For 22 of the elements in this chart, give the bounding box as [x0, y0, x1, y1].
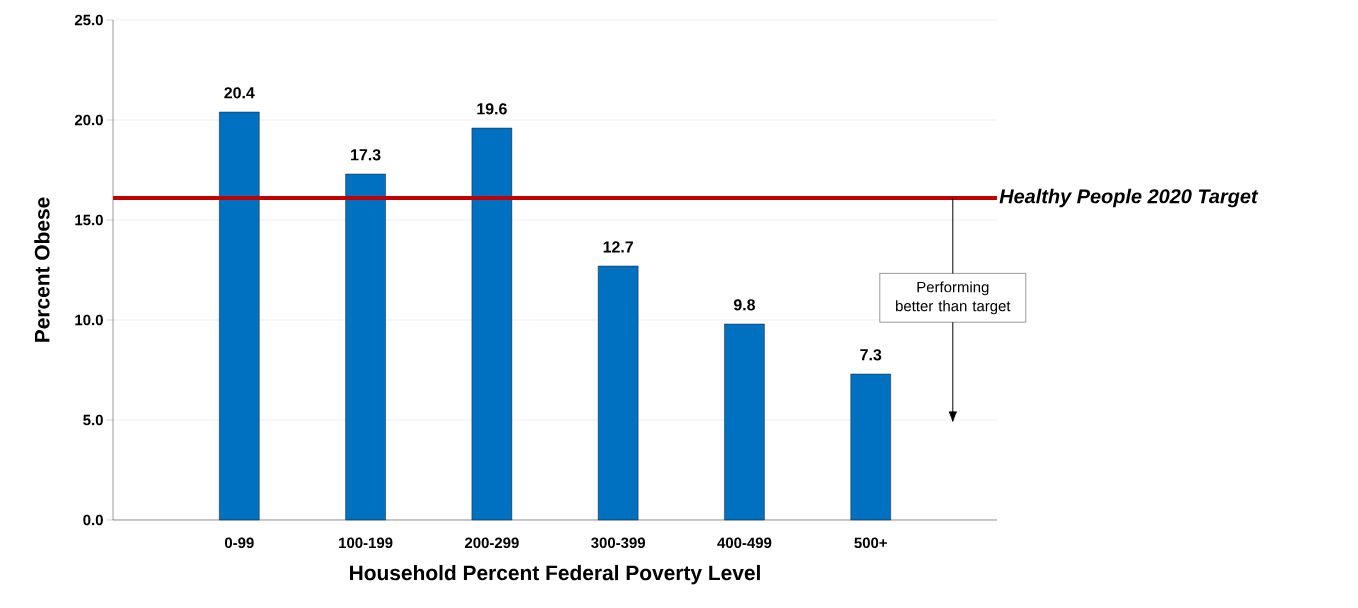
- data-label: 19.6: [477, 103, 507, 115]
- data-label: 20.4: [224, 87, 255, 99]
- y-tick-label: 5.0: [83, 414, 103, 426]
- data-label: 9.8: [733, 299, 756, 311]
- x-tick-label: 500+: [854, 537, 887, 549]
- x-tick-label: 400-499: [717, 537, 772, 549]
- y-tick-label: 10.0: [75, 314, 103, 326]
- y-tick-label: 0.0: [83, 514, 103, 526]
- x-axis-title: Household Percent Federal Poverty Level: [350, 564, 760, 585]
- x-tick-label: 0-99: [224, 537, 254, 549]
- data-label: 17.3: [351, 149, 381, 161]
- ref-line-label: Healthy People 2020 Target: [999, 188, 1259, 208]
- annotation: Performing better than target: [896, 281, 1011, 315]
- data-label: 7.3: [860, 349, 882, 361]
- data-label: 12.7: [603, 241, 633, 253]
- y-tick-label: 15.0: [75, 214, 103, 226]
- x-tick-label: 100-199: [339, 537, 393, 549]
- x-tick-label: 200-299: [464, 537, 519, 549]
- y-tick-label: 20.0: [74, 114, 103, 126]
- y-axis-title: Percent Obese: [34, 197, 50, 342]
- y-tick-label: 25.0: [74, 14, 103, 26]
- x-tick-label: 300-399: [591, 537, 646, 549]
